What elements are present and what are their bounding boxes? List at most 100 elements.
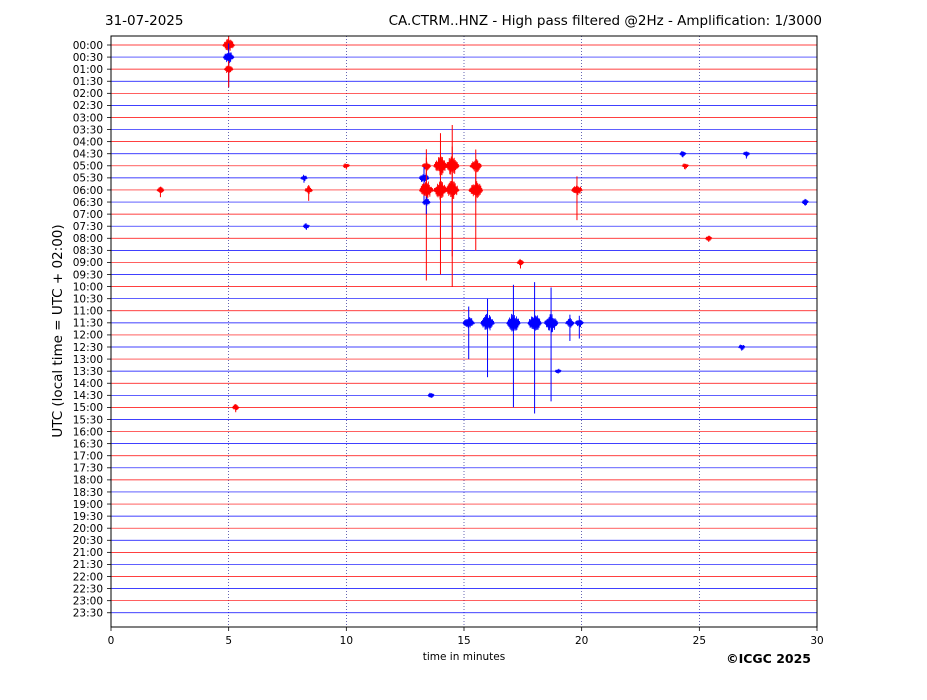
- y-tick-label: 19:00: [73, 499, 103, 511]
- y-axis-label: UTC (local time = UTC + 02:00): [50, 224, 66, 437]
- y-tick-label: 03:30: [73, 124, 103, 136]
- y-tick-label: 20:30: [73, 535, 103, 547]
- event-burst: [506, 313, 521, 332]
- y-tick-label: 18:00: [73, 475, 103, 487]
- x-tick-label: 5: [225, 635, 232, 647]
- event-burst: [433, 181, 448, 200]
- x-tick-label: 30: [810, 635, 823, 647]
- y-tick-label: 23:30: [73, 608, 103, 620]
- event-burst: [304, 186, 313, 195]
- plot-frame: [110, 35, 818, 628]
- y-tick-label: 22:00: [73, 571, 103, 583]
- y-tick-label: 15:30: [73, 414, 103, 426]
- x-tick-label: 20: [575, 635, 588, 647]
- y-tick-label: 04:00: [73, 136, 103, 148]
- y-tick-label: 17:00: [73, 451, 103, 463]
- y-tick-label: 19:30: [73, 511, 103, 523]
- event-burst: [422, 198, 431, 206]
- event-burst: [480, 313, 495, 331]
- event-burst: [342, 163, 350, 169]
- event-burst: [705, 235, 713, 241]
- y-tick-label: 16:00: [73, 426, 103, 438]
- y-tick-labels: 00:0000:3001:0001:3002:0002:3003:0003:30…: [73, 40, 111, 620]
- event-burst: [469, 159, 483, 173]
- event-burst: [418, 173, 430, 183]
- x-tick-label: 10: [340, 635, 353, 647]
- y-tick-label: 14:00: [73, 378, 103, 390]
- y-tick-label: 14:30: [73, 390, 103, 402]
- y-tick-label: 05:30: [73, 173, 103, 185]
- event-burst: [571, 185, 583, 196]
- y-tick-label: 02:00: [73, 88, 103, 100]
- y-tick-label: 13:00: [73, 354, 103, 366]
- event-burst: [554, 368, 562, 373]
- y-tick-label: 00:00: [73, 40, 103, 52]
- events: [156, 36, 809, 414]
- y-tick-label: 05:00: [73, 161, 103, 173]
- y-tick-label: 13:30: [73, 366, 103, 378]
- y-tick-label: 06:30: [73, 197, 103, 209]
- y-tick-label: 21:00: [73, 547, 103, 559]
- x-tick-labels: 0 5 10 15 20 25 30: [108, 627, 824, 647]
- y-tick-label: 11:30: [73, 318, 103, 330]
- y-tick-label: 21:30: [73, 559, 103, 571]
- event-burst: [418, 180, 434, 200]
- y-tick-label: 02:30: [73, 100, 103, 112]
- y-tick-label: 01:00: [73, 64, 103, 76]
- copyright-label: ©ICGC 2025: [726, 651, 811, 666]
- event-burst: [468, 181, 484, 199]
- event-burst: [462, 317, 476, 329]
- event-burst: [565, 317, 575, 328]
- event-burst: [232, 403, 240, 411]
- event-burst: [223, 65, 234, 73]
- event-burst: [427, 392, 435, 398]
- event-burst: [300, 174, 308, 182]
- y-tick-label: 22:30: [73, 583, 103, 595]
- y-tick-label: 09:30: [73, 269, 103, 281]
- y-tick-label: 07:00: [73, 209, 103, 221]
- x-tick-label: 25: [693, 635, 706, 647]
- event-burst: [527, 315, 542, 331]
- event-burst: [738, 344, 746, 351]
- y-tick-label: 11:00: [73, 306, 103, 318]
- y-tick-label: 00:30: [73, 52, 103, 64]
- traces: [111, 44, 817, 614]
- event-burst: [742, 151, 751, 158]
- event-burst: [679, 151, 687, 157]
- event-burst: [444, 180, 460, 199]
- event-burst: [302, 223, 310, 230]
- event-burst: [516, 258, 525, 266]
- y-tick-label: 08:30: [73, 245, 103, 257]
- y-tick-label: 06:00: [73, 185, 103, 197]
- x-tick-label: 0: [108, 635, 115, 647]
- y-tick-label: 09:00: [73, 257, 103, 269]
- event-burst: [681, 163, 689, 169]
- event-burst: [222, 38, 235, 51]
- y-tick-label: 16:30: [73, 438, 103, 450]
- y-tick-label: 12:30: [73, 342, 103, 354]
- y-tick-label: 12:00: [73, 330, 103, 342]
- y-tick-label: 23:00: [73, 595, 103, 607]
- chart-title: CA.CTRM..HNZ - High pass filtered @2Hz -…: [389, 13, 822, 29]
- event-burst: [801, 198, 809, 206]
- y-tick-label: 17:30: [73, 463, 103, 475]
- y-tick-label: 04:30: [73, 149, 103, 161]
- y-tick-label: 03:00: [73, 112, 103, 124]
- y-tick-label: 18:30: [73, 487, 103, 499]
- event-burst: [543, 313, 559, 333]
- event-burst: [574, 319, 584, 328]
- y-tick-label: 10:30: [73, 293, 103, 305]
- y-tick-label: 01:30: [73, 76, 103, 88]
- x-tick-label: 15: [457, 635, 470, 647]
- date-label: 31-07-2025: [105, 13, 183, 29]
- y-tick-label: 08:00: [73, 233, 103, 245]
- y-tick-label: 20:00: [73, 523, 103, 535]
- y-tick-label: 07:30: [73, 221, 103, 233]
- event-burst: [156, 186, 165, 194]
- x-axis-label: time in minutes: [423, 651, 505, 663]
- y-tick-label: 10:00: [73, 281, 103, 293]
- grid-lines: [228, 36, 700, 627]
- y-tick-label: 15:00: [73, 402, 103, 414]
